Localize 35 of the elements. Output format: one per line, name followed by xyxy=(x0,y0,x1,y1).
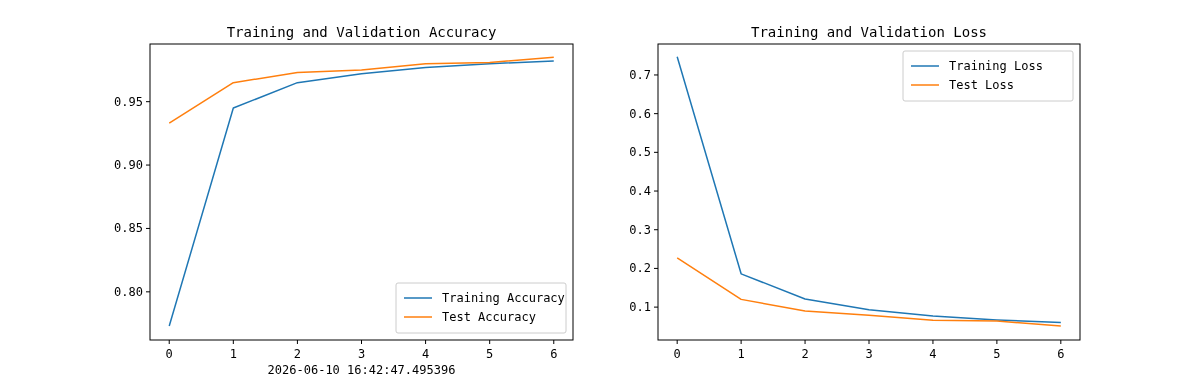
line-series xyxy=(676,56,1062,324)
line-series xyxy=(168,56,555,124)
x-tick-label: 4 xyxy=(929,347,937,361)
chart-title: Training and Validation Accuracy xyxy=(226,24,497,40)
x-tick-label: 5 xyxy=(486,347,494,361)
x-tick-label: 2 xyxy=(293,347,302,361)
legend-label: Training Loss xyxy=(949,59,1043,73)
y-tick-label: 0.90 xyxy=(114,158,143,173)
x-tick-label: 4 xyxy=(421,347,430,361)
text: 2026-06-10 16:42:47.495396 xyxy=(267,363,456,377)
y-tick-label: 0.6 xyxy=(629,106,651,121)
x-tick-label: 1 xyxy=(737,347,745,361)
x-tick-label: 3 xyxy=(865,347,873,361)
x-tick-label: 1 xyxy=(229,347,237,361)
y-tick-label: 0.2 xyxy=(629,261,651,276)
x-tick-label: 3 xyxy=(357,347,366,361)
line-series xyxy=(676,257,1062,327)
y-tick-label: 0.80 xyxy=(114,284,143,299)
x-tick-label: 2 xyxy=(801,347,809,361)
y-tick-label: 0.4 xyxy=(629,184,651,199)
y-tick-label: 0.85 xyxy=(114,221,143,236)
y-tick-label: 0.1 xyxy=(629,300,651,315)
x-tick-label: 6 xyxy=(550,347,558,361)
legend-label: Training Accuracy xyxy=(442,291,565,305)
x-tick-label: 5 xyxy=(993,347,1001,361)
y-tick-label: 0.3 xyxy=(629,222,651,237)
x-tick-label: 0 xyxy=(673,347,681,361)
legend-label: Test Accuracy xyxy=(442,310,536,324)
x-tick-label: 0 xyxy=(165,347,173,361)
x-tick-label: 6 xyxy=(1057,347,1065,361)
chart-title: Training and Validation Loss xyxy=(750,24,988,40)
y-tick-label: 0.7 xyxy=(629,67,651,82)
y-tick-label: 0.95 xyxy=(114,94,143,109)
y-tick-label: 0.5 xyxy=(629,145,651,160)
legend-label: Test Loss xyxy=(949,78,1015,92)
